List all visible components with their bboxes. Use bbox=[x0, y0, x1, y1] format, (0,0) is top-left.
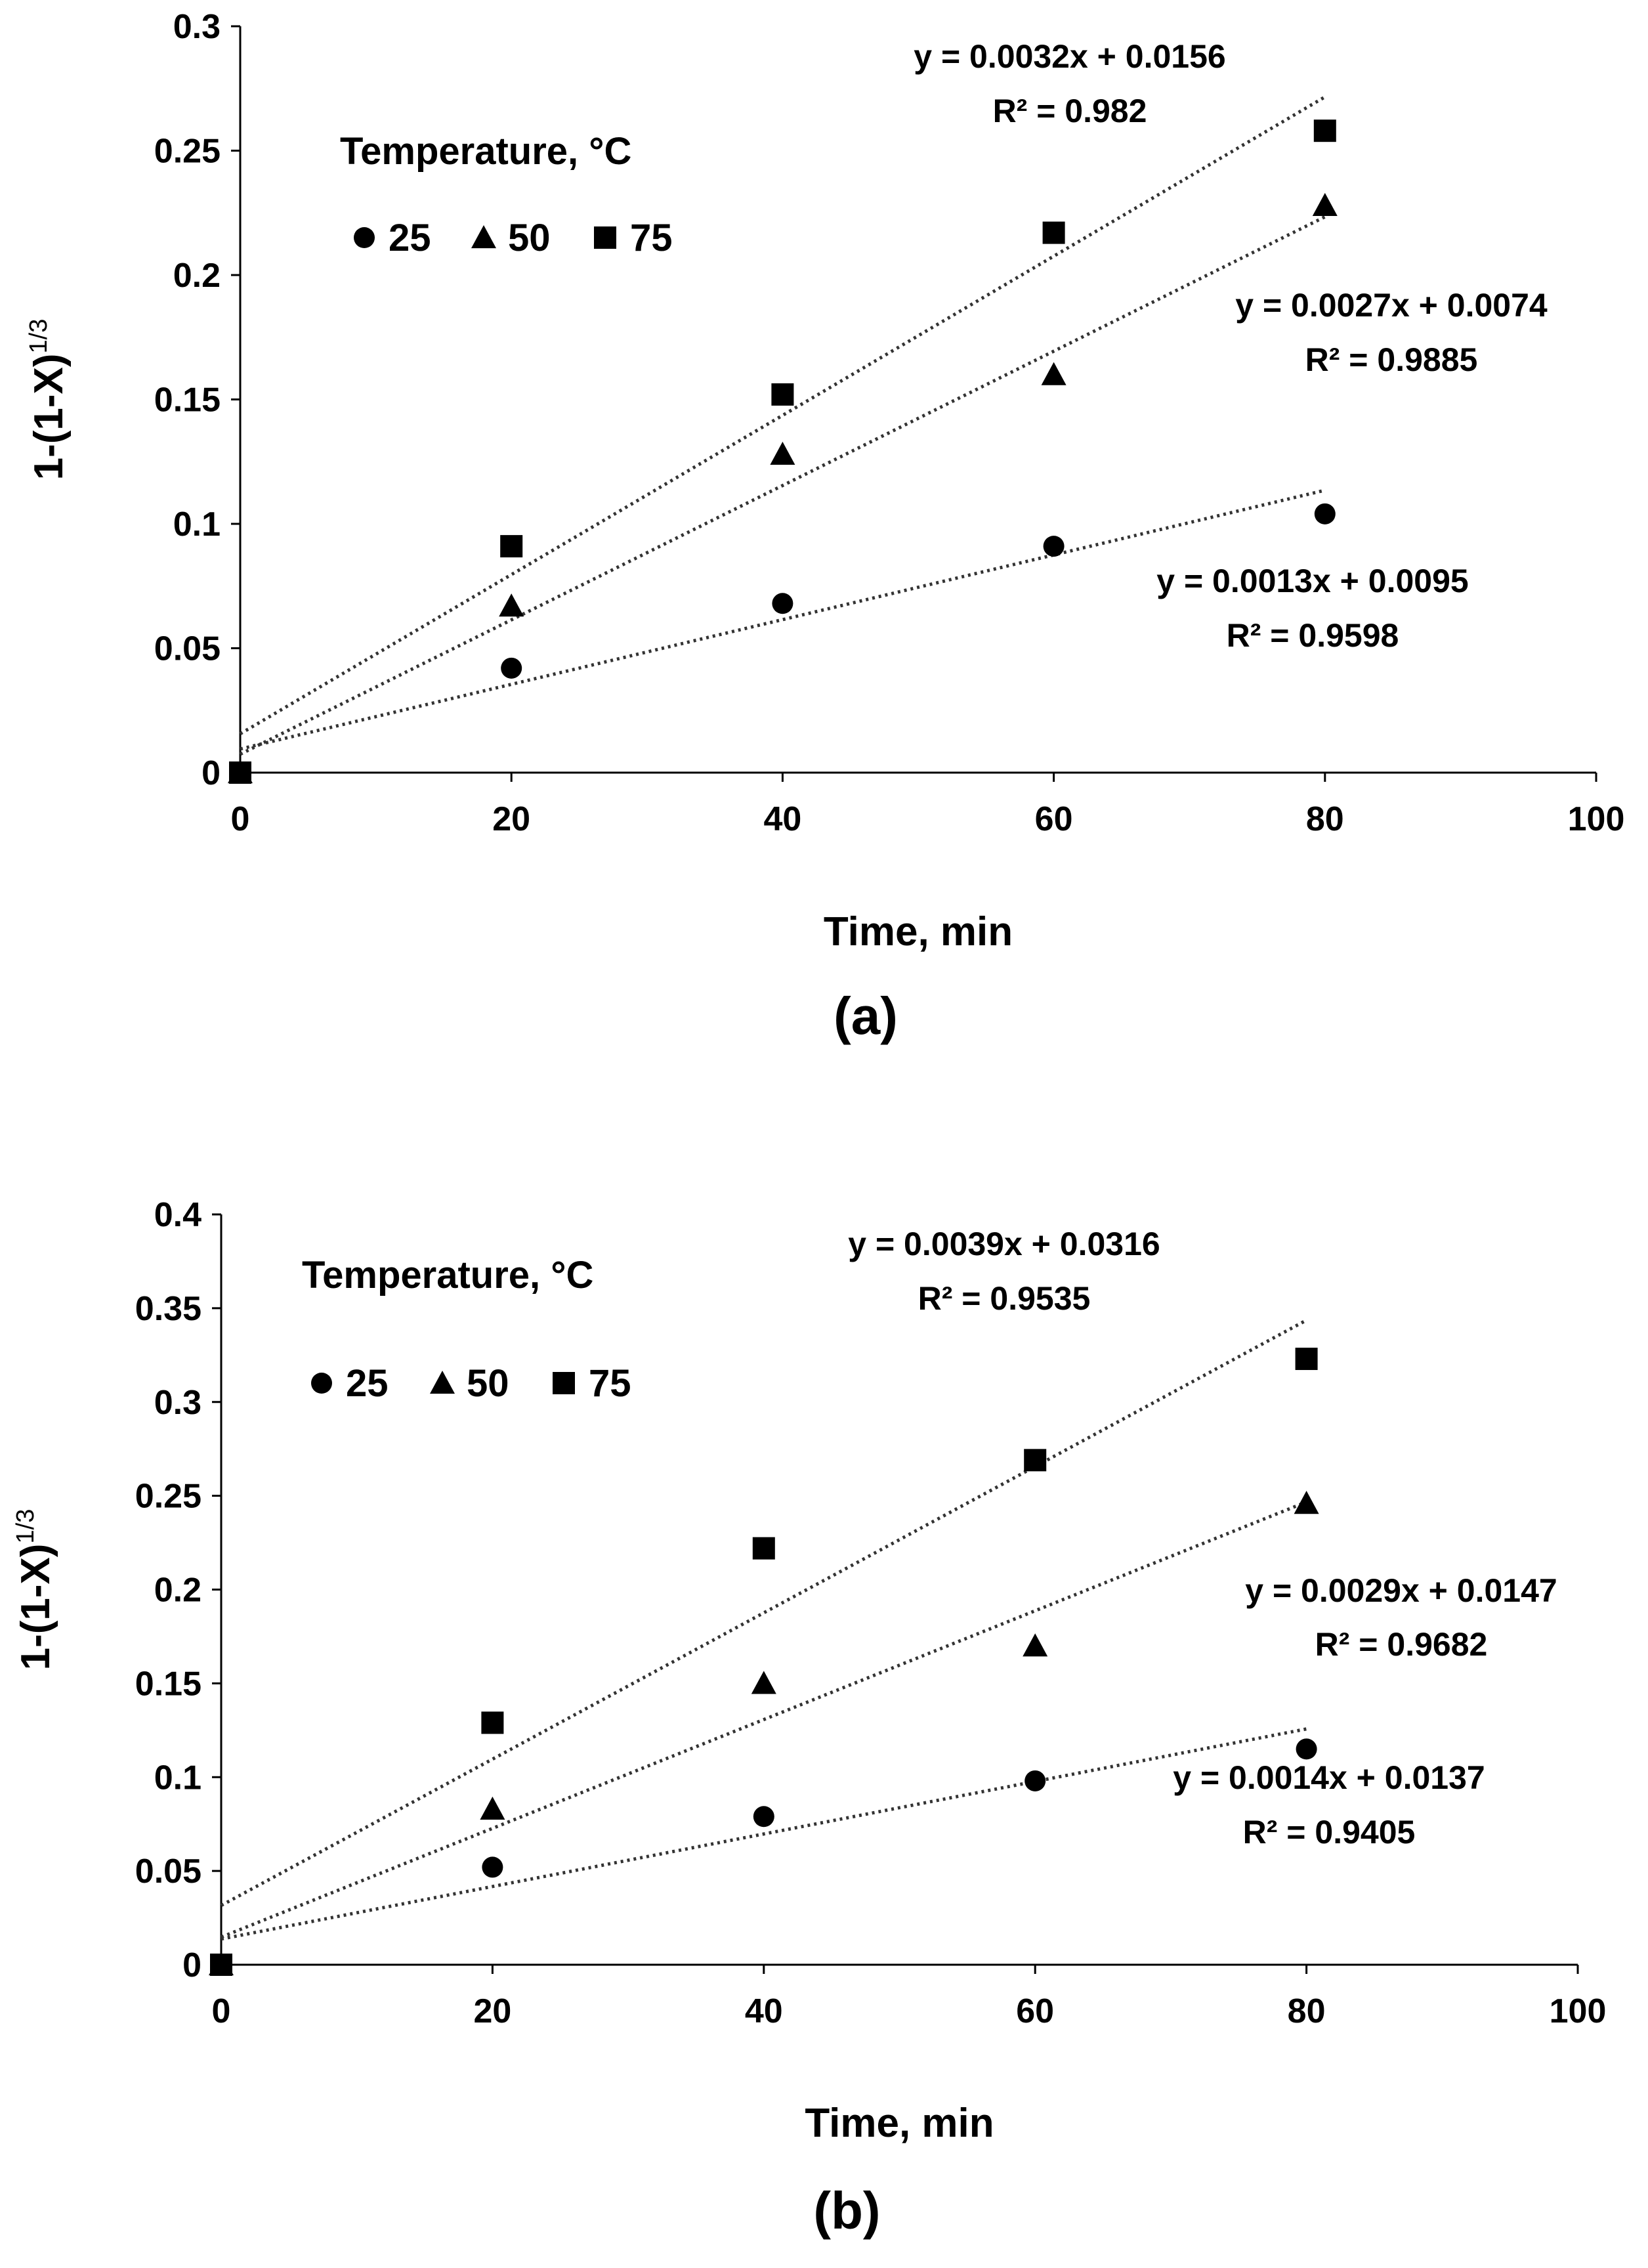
data-point-50 bbox=[1294, 1491, 1319, 1514]
trendline-25 bbox=[240, 488, 1326, 751]
data-point-75 bbox=[481, 1711, 504, 1734]
trendline-equation: y = 0.0032x + 0.0156 bbox=[914, 38, 1225, 75]
x-tick-label: 100 bbox=[1568, 800, 1625, 838]
x-tick-label: 0 bbox=[231, 800, 250, 838]
x-tick-label: 0 bbox=[212, 1992, 231, 2030]
data-point-75 bbox=[500, 535, 523, 558]
x-tick-label: 40 bbox=[763, 800, 801, 838]
y-tick-label: 0.3 bbox=[173, 8, 221, 46]
trendline-r-squared: R² = 0.9885 bbox=[1305, 341, 1478, 378]
y-tick-label: 0.4 bbox=[154, 1196, 201, 1234]
data-point-50 bbox=[770, 441, 795, 465]
x-axis-title: Time, min bbox=[805, 2101, 994, 2146]
trendline-50 bbox=[239, 215, 1326, 756]
trendline-equation: y = 0.0039x + 0.0316 bbox=[848, 1226, 1160, 1262]
data-point-50 bbox=[1312, 192, 1338, 217]
y-tick-label: 0.25 bbox=[154, 133, 221, 171]
legend-marker-square bbox=[594, 226, 616, 249]
data-point-25 bbox=[772, 593, 793, 614]
legend-label: 50 bbox=[508, 217, 551, 259]
legend-label: 25 bbox=[346, 1362, 389, 1405]
data-point-75 bbox=[210, 1954, 232, 1976]
x-axis-title: Time, min bbox=[824, 909, 1013, 954]
legend-label: 25 bbox=[389, 217, 431, 259]
legend-label: 75 bbox=[589, 1362, 631, 1405]
panel-label: (b) bbox=[813, 2181, 880, 2240]
legend-marker-circle bbox=[311, 1373, 332, 1394]
y-axis-title-main: 1-(1-X) bbox=[13, 1543, 58, 1670]
y-tick-label: 0.1 bbox=[173, 505, 221, 544]
data-point-25 bbox=[1296, 1738, 1317, 1760]
y-axis-title: 1-(1-X)1/3 bbox=[25, 319, 72, 481]
data-point-25 bbox=[482, 1856, 503, 1878]
x-tick-label: 60 bbox=[1016, 1992, 1054, 2030]
panel-label: (a) bbox=[834, 987, 898, 1045]
data-point-75 bbox=[752, 1537, 775, 1560]
data-point-25 bbox=[1025, 1770, 1046, 1791]
data-point-50 bbox=[1023, 1633, 1048, 1657]
data-point-50 bbox=[1041, 362, 1067, 385]
data-point-75 bbox=[1042, 221, 1065, 244]
x-tick-label: 20 bbox=[492, 800, 530, 838]
x-tick-label: 80 bbox=[1288, 1992, 1326, 2030]
y-axis-title: 1-(1-X)1/3 bbox=[12, 1509, 58, 1671]
legend-title: Temperature, °C bbox=[340, 130, 631, 173]
trendline-equation: y = 0.0027x + 0.0074 bbox=[1235, 287, 1548, 324]
trendline-equation: y = 0.0013x + 0.0095 bbox=[1156, 563, 1468, 599]
trendline-equation: y = 0.0029x + 0.0147 bbox=[1245, 1572, 1557, 1609]
data-point-75 bbox=[1024, 1449, 1047, 1472]
legend-label: 75 bbox=[630, 217, 673, 259]
y-tick-label: 0.35 bbox=[135, 1290, 201, 1328]
chart-1: 0 0.05 0.1 0.15 0.2 0.25 0.3 0.35 0.4 0 20 40 60 80 10… bbox=[12, 1196, 1606, 2240]
data-point-25 bbox=[501, 657, 522, 679]
data-point-75 bbox=[1313, 119, 1336, 142]
y-axis-title-main: 1-(1-X) bbox=[26, 353, 72, 480]
x-tick-label: 80 bbox=[1306, 800, 1344, 838]
data-point-25 bbox=[753, 1806, 774, 1828]
trendline-25 bbox=[221, 1727, 1307, 1941]
trendline-r-squared: R² = 0.9405 bbox=[1243, 1814, 1416, 1851]
data-point-50 bbox=[751, 1671, 776, 1694]
data-point-75 bbox=[229, 761, 251, 784]
y-tick-label: 0.15 bbox=[154, 381, 221, 419]
y-axis-title-superscript: 1/3 bbox=[25, 319, 53, 354]
y-tick-label: 0.05 bbox=[135, 1852, 201, 1891]
legend-title: Temperature, °C bbox=[302, 1254, 593, 1296]
y-tick-label: 0.05 bbox=[154, 630, 221, 668]
y-tick-label: 0 bbox=[201, 754, 221, 792]
legend-marker-circle bbox=[354, 227, 375, 248]
x-tick-label: 20 bbox=[473, 1992, 511, 2030]
trendline-75 bbox=[220, 1318, 1307, 1907]
x-tick-label: 60 bbox=[1035, 800, 1073, 838]
trendline-equation: y = 0.0014x + 0.0137 bbox=[1173, 1759, 1485, 1796]
legend-marker-triangle bbox=[430, 1371, 455, 1394]
trendline-r-squared: R² = 0.9682 bbox=[1315, 1626, 1488, 1663]
legend-label: 50 bbox=[467, 1362, 509, 1405]
y-tick-label: 0.1 bbox=[154, 1759, 201, 1797]
data-point-75 bbox=[771, 383, 794, 406]
legend-marker-triangle bbox=[471, 225, 496, 249]
trendline-r-squared: R² = 0.9535 bbox=[918, 1280, 1091, 1317]
legend-marker-square bbox=[553, 1372, 575, 1394]
trendline-75 bbox=[239, 95, 1326, 736]
trendline-50 bbox=[221, 1500, 1307, 1939]
trendline-r-squared: R² = 0.9598 bbox=[1227, 617, 1399, 654]
y-tick-label: 0.2 bbox=[154, 1572, 201, 1610]
chart-0: 0 0.05 0.1 0.15 0.2 0.25 0.3 0 20 40 60 80 100 Time, … bbox=[25, 8, 1624, 1045]
trendline-r-squared: R² = 0.982 bbox=[993, 93, 1147, 129]
y-tick-label: 0.25 bbox=[135, 1478, 201, 1516]
data-point-25 bbox=[1043, 536, 1065, 557]
x-tick-label: 100 bbox=[1550, 1992, 1607, 2030]
data-point-25 bbox=[1314, 503, 1336, 524]
y-tick-label: 0.15 bbox=[135, 1665, 201, 1703]
data-point-50 bbox=[480, 1796, 505, 1820]
x-tick-label: 40 bbox=[745, 1992, 783, 2030]
data-point-50 bbox=[499, 593, 524, 617]
y-tick-label: 0.2 bbox=[173, 257, 221, 295]
y-axis-title-superscript: 1/3 bbox=[12, 1509, 39, 1544]
y-tick-label: 0.3 bbox=[154, 1384, 201, 1422]
y-tick-label: 0 bbox=[182, 1946, 201, 1984]
data-point-75 bbox=[1295, 1348, 1318, 1371]
